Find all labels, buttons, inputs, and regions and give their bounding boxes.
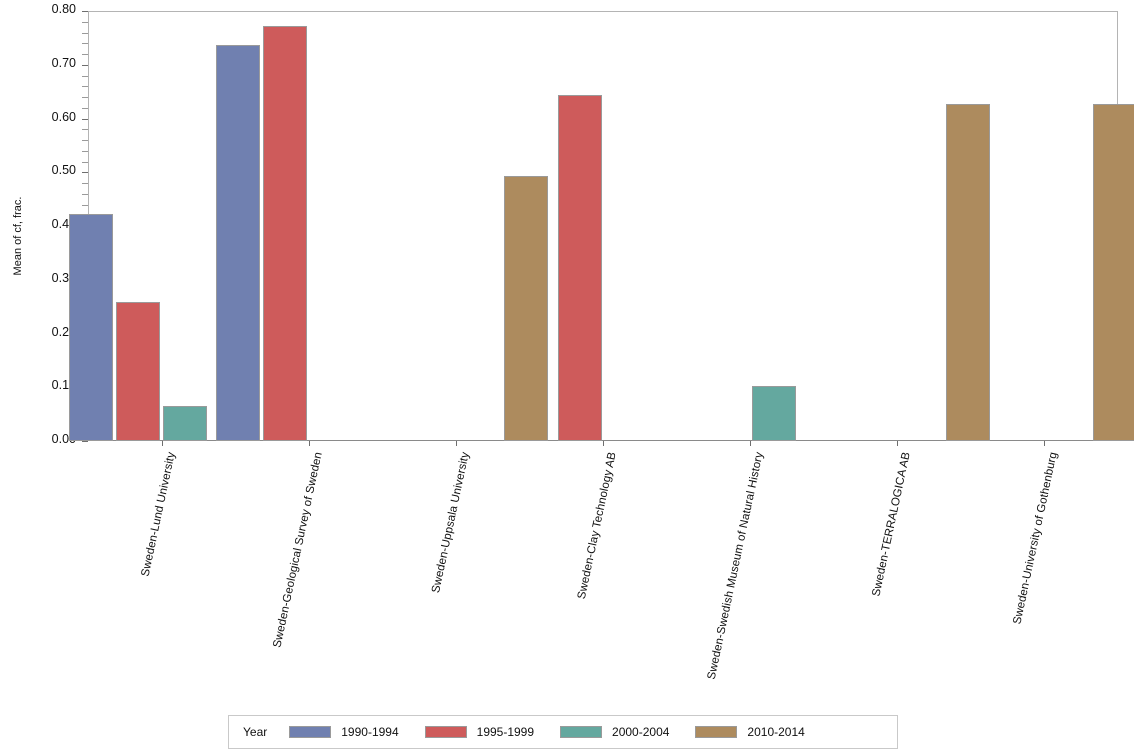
x-axis: Sweden-Lund University Sweden-Geological … [0,441,1134,706]
y-axis-minor-tick [82,97,88,98]
y-axis-minor-tick [82,204,88,206]
y-axis-tick-mark [82,64,88,66]
bar [69,214,114,441]
x-axis-tick-mark [897,441,899,446]
legend-swatch [424,726,467,738]
legend-swatch [560,726,603,738]
bar [263,26,308,441]
legend-swatch [695,726,738,738]
x-axis-tick-label: Sweden-TERRALOGICA AB [870,451,914,598]
bars-layer [69,11,1134,441]
x-axis-tick-label: Sweden-University of Gothenburg [1011,451,1061,626]
y-axis-title: Mean of cf, frac. [12,196,24,276]
y-axis-tick-label: 0.50 [51,163,76,178]
legend-label: 2010-2014 [747,725,805,739]
x-axis-tick-mark [308,441,310,446]
x-axis-tick-label: Sweden-Lund University [139,451,178,578]
y-axis-minor-tick [82,54,88,55]
legend-item[interactable]: 1995-1999 [424,725,535,739]
legend-label: 1995-1999 [476,725,535,739]
y-axis-minor-tick [82,32,88,34]
y-axis-tick-mark [82,172,88,174]
legend-items: 1990-1994 1995-1999 2000-2004 2010-2014 [289,725,831,739]
y-axis-minor-tick [82,43,88,45]
y-axis-tick-mark [82,118,88,120]
y-axis-minor-tick [82,21,88,23]
bar [116,302,161,441]
y-axis-minor-tick [82,183,88,184]
bar [216,44,261,441]
y-axis-minor-tick [82,129,88,131]
y-axis-tick-label: 0.80 [51,2,76,16]
y-axis-tick-mark [82,441,88,442]
y-axis-minor-tick [82,193,88,195]
bar [557,94,602,441]
y-axis-minor-tick [82,150,88,152]
legend-title: Year [243,725,268,739]
y-axis-minor-tick [82,75,88,77]
x-axis-tick-label: Sweden-Geological Survey of Sweden [271,451,325,649]
legend-item[interactable]: 2010-2014 [695,725,805,739]
x-axis-tick-mark [455,441,457,446]
x-axis-tick-label: Sweden-Uppsala University [429,451,472,595]
legend: Year 1990-1994 1995-1999 2000-2004 2010-201… [228,715,898,749]
y-axis-minor-tick [82,140,88,141]
x-axis-tick-label: Sweden-Clay Technology AB [575,451,619,601]
x-axis-tick-label: Sweden-Swedish Museum of Natural History [705,451,766,681]
bar [163,405,208,441]
legend-item[interactable]: 2000-2004 [560,725,669,739]
x-axis-tick-mark [750,441,752,446]
y-axis-minor-tick [82,86,88,88]
x-axis-tick-mark [1044,441,1046,446]
bar [945,104,990,441]
legend-item[interactable]: 1990-1994 [289,725,399,739]
y-axis-tick-mark [82,11,88,12]
legend-swatch [289,726,332,738]
legend-label: 1990-1994 [341,725,399,739]
y-axis-tick-label: 0.70 [51,55,76,70]
y-axis-minor-tick [82,107,88,109]
bar [504,176,549,441]
bar [751,385,796,441]
bar [1092,104,1134,441]
y-axis-tick-label: 0.60 [51,109,76,124]
x-axis-tick-mark [603,441,604,446]
x-axis-tick-mark [161,441,163,446]
legend-label: 2000-2004 [612,725,670,739]
y-axis-minor-tick [82,161,88,163]
